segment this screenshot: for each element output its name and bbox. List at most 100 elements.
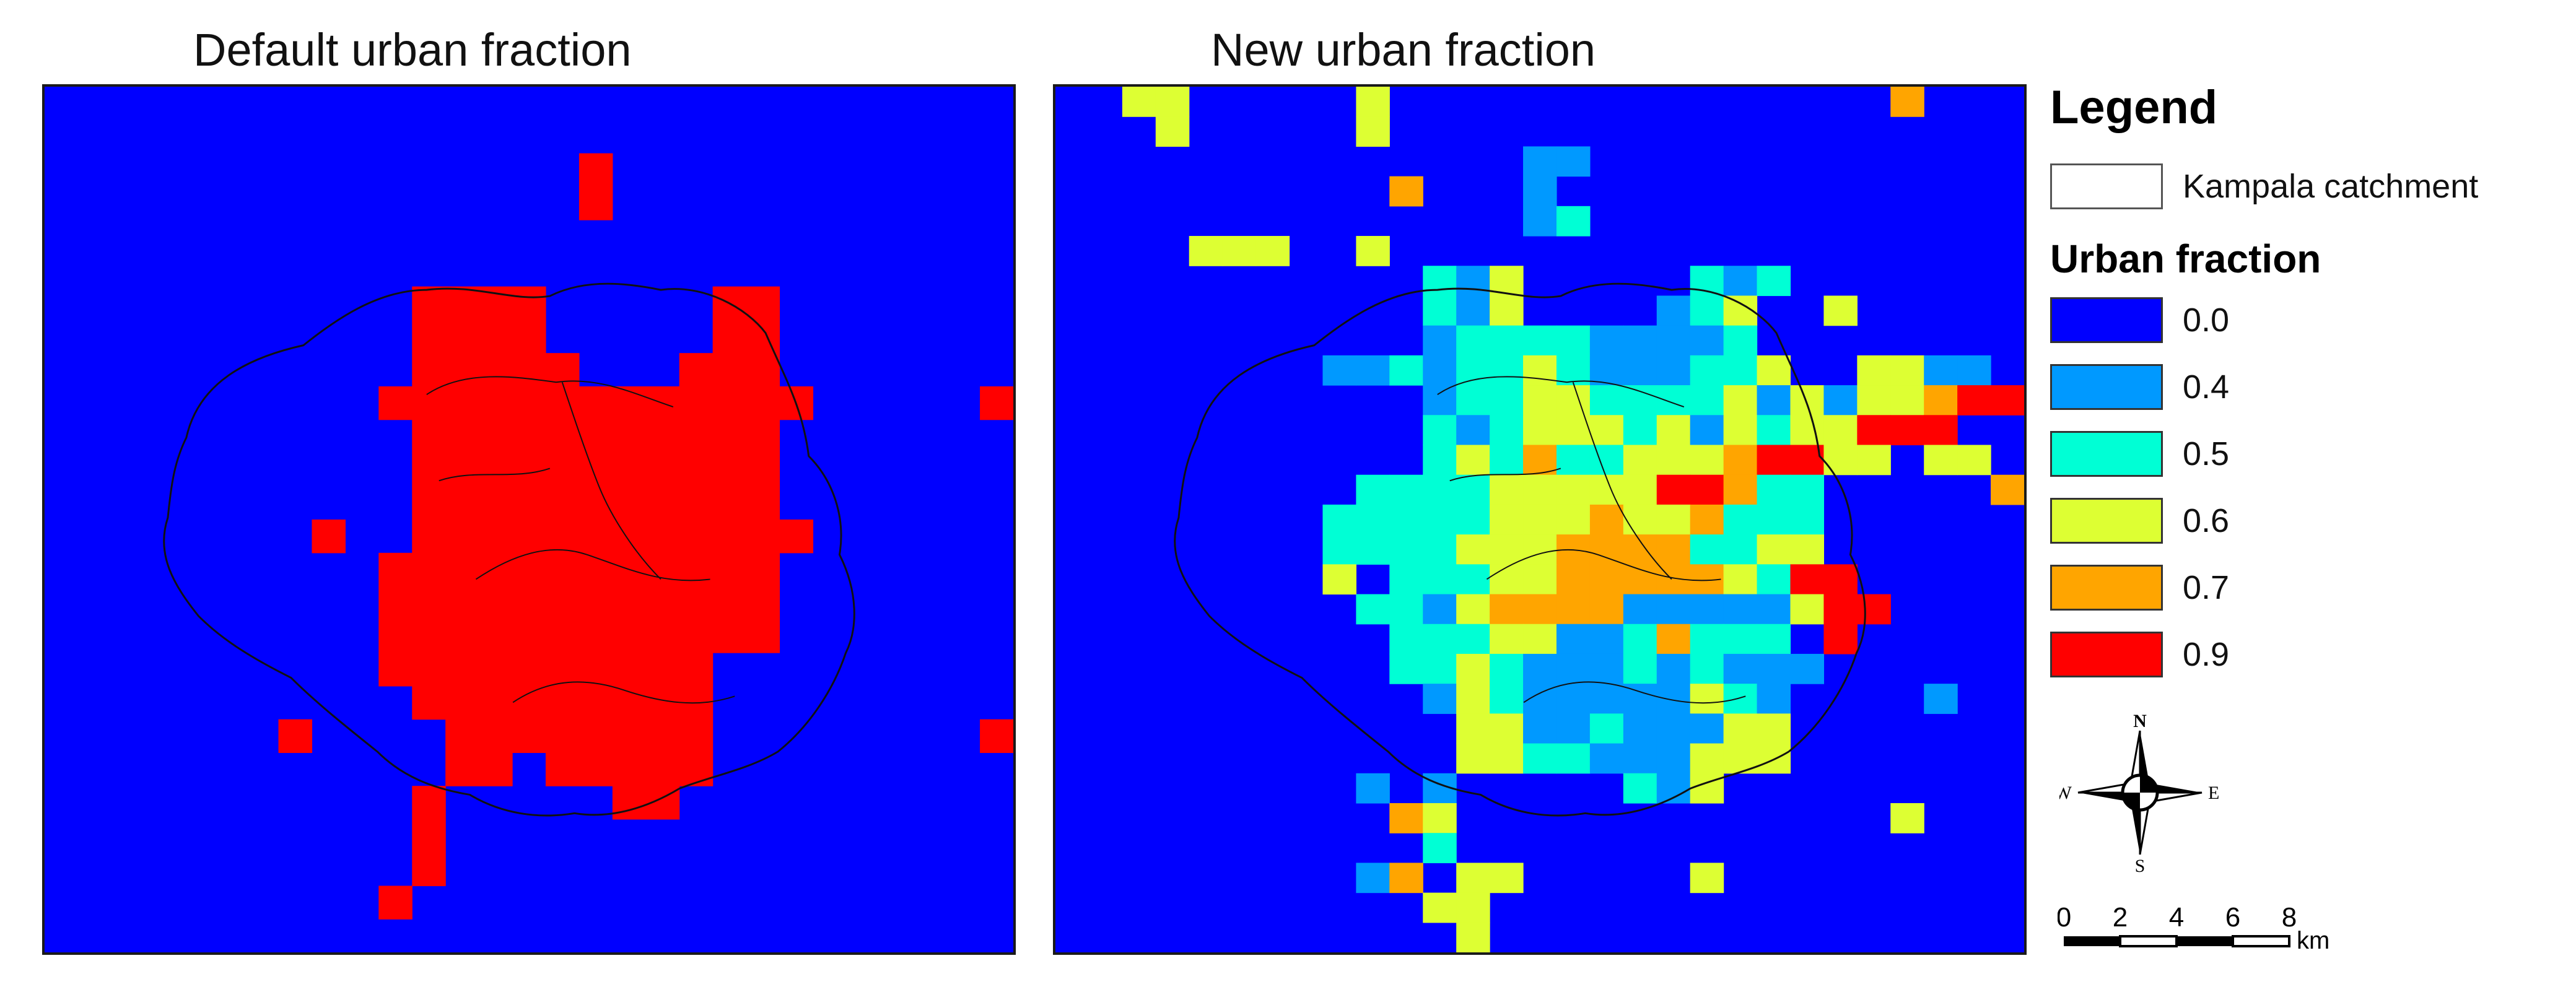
default-map-cell — [579, 586, 613, 620]
new-map-cell — [1823, 295, 1858, 326]
new-map-cell — [1356, 773, 1390, 804]
new-map-cell — [1656, 684, 1691, 714]
new-map-cell — [1389, 564, 1423, 595]
new-map-cell — [1556, 684, 1591, 714]
new-map-cell — [1389, 594, 1423, 625]
default-map-cell — [645, 752, 680, 786]
default-map-cell — [445, 286, 479, 320]
legend-class-label: 0.6 — [2183, 502, 2230, 539]
default-map-cell — [512, 552, 546, 587]
default-map-cell — [545, 520, 580, 554]
default-map-cell — [479, 719, 513, 753]
new-map-cell — [1924, 415, 1958, 446]
new-map-cell — [1456, 922, 1490, 952]
default-map-cell — [746, 453, 780, 487]
new-map-cell — [1556, 504, 1591, 535]
default-map-cell — [412, 520, 446, 554]
new-map-cell — [1322, 504, 1356, 535]
default-map-cell — [278, 719, 313, 753]
new-map-cell — [1890, 803, 1924, 833]
new-map-cell — [1556, 146, 1591, 177]
new-map-cell — [1690, 653, 1724, 684]
default-map-cell — [412, 653, 446, 687]
default-map-cell — [645, 719, 680, 753]
new-map-cell — [1924, 445, 1958, 476]
default-map-cell — [579, 419, 613, 454]
new-map-cell — [1857, 445, 1891, 476]
new-map-cell — [1356, 534, 1390, 565]
default-map-cell — [579, 453, 613, 487]
default-map-cell — [412, 586, 446, 620]
new-map-cell — [1389, 534, 1423, 565]
new-map-cell — [1423, 594, 1457, 625]
default-map-cell — [645, 486, 680, 520]
new-map-cell — [1790, 415, 1825, 446]
new-map-cell — [1356, 355, 1390, 386]
new-map-cell — [1690, 624, 1724, 655]
new-map-cell — [1356, 594, 1390, 625]
new-map-cell — [1389, 803, 1423, 833]
legend-class-label: 0.4 — [2183, 368, 2230, 406]
default-map-cell — [645, 619, 680, 653]
default-map-cell — [512, 386, 546, 420]
new-map-cell — [1757, 594, 1791, 625]
default-map-cell — [445, 619, 479, 653]
new-map-cell — [1456, 892, 1490, 923]
legend-swatch — [2050, 498, 2163, 544]
scale-segment — [2232, 935, 2290, 947]
default-map-cell — [980, 386, 1013, 420]
new-map-cell — [1523, 504, 1557, 535]
new-map-cell — [1589, 504, 1624, 535]
default-map-cell — [378, 885, 413, 920]
new-map-cell — [1656, 624, 1691, 655]
new-map-cell — [1690, 415, 1724, 446]
new-map-cell — [1490, 295, 1524, 326]
new-map-cell — [1423, 355, 1457, 386]
default-map-cell — [479, 486, 513, 520]
new-map-cell — [1690, 684, 1724, 714]
default-map-cell — [412, 552, 446, 587]
new-map-cell — [1757, 504, 1791, 535]
new-map-cell — [1690, 325, 1724, 356]
default-map-cell — [412, 486, 446, 520]
default-map-cell — [579, 386, 613, 420]
new-map-cell — [1656, 594, 1691, 625]
default-map-cell — [779, 520, 814, 554]
default-map-cell — [445, 419, 479, 454]
default-map-cell — [579, 619, 613, 653]
default-map-cell — [746, 353, 780, 387]
default-map-cell — [679, 552, 714, 587]
new-map-cell — [1456, 684, 1490, 714]
default-map-cell — [712, 586, 747, 620]
new-map-cell — [1823, 594, 1858, 625]
default-map-cell — [579, 186, 613, 220]
kampala-catchment-outline — [163, 282, 855, 817]
default-map-cell — [712, 320, 747, 354]
default-map-cell — [612, 786, 647, 820]
new-map-cell — [1389, 176, 1423, 207]
default-map-cell — [645, 419, 680, 454]
new-map-cell — [1356, 116, 1390, 147]
new-map-cell — [1589, 713, 1624, 744]
new-map-cell — [1790, 474, 1825, 505]
catchment-swatch — [2050, 163, 2163, 209]
default-map-cell — [412, 353, 446, 387]
new-map-cell — [1757, 624, 1791, 655]
default-map-cell — [612, 619, 647, 653]
new-map-cell — [1857, 415, 1891, 446]
default-map-cell — [545, 752, 580, 786]
new-map-cell — [1589, 415, 1624, 446]
new-map-cell — [1823, 564, 1858, 595]
new-map-cell — [1490, 325, 1524, 356]
new-map-cell — [1490, 713, 1524, 744]
default-map-cell — [445, 552, 479, 587]
legend-class-row: 0.7 — [2050, 559, 2570, 616]
new-map-cell — [1523, 743, 1557, 774]
default-map-cell — [746, 486, 780, 520]
default-map-cell — [512, 286, 546, 320]
new-map-cell — [1690, 474, 1724, 505]
default-map-cell — [545, 653, 580, 687]
new-map-cell — [1222, 236, 1257, 266]
new-map-cell — [1456, 504, 1490, 535]
default-map-cell — [512, 320, 546, 354]
